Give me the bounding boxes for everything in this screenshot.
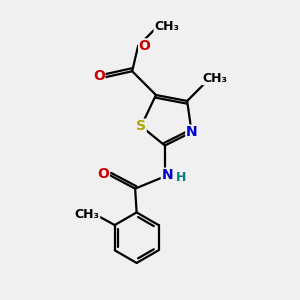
Text: O: O — [139, 39, 151, 53]
Text: N: N — [161, 168, 173, 182]
Text: H: H — [176, 171, 186, 184]
Text: S: S — [136, 119, 146, 133]
Text: CH₃: CH₃ — [202, 72, 227, 85]
Text: O: O — [93, 69, 105, 83]
Text: CH₃: CH₃ — [75, 208, 100, 221]
Text: O: O — [98, 167, 109, 181]
Text: N: N — [186, 125, 197, 139]
Text: CH₃: CH₃ — [154, 20, 179, 33]
